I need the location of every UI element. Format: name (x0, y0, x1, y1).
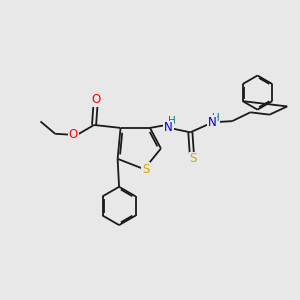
Text: H: H (212, 113, 220, 123)
Text: O: O (69, 128, 78, 141)
Text: S: S (190, 152, 197, 165)
Text: S: S (142, 163, 149, 176)
Text: N: N (208, 116, 217, 129)
Text: H: H (168, 116, 176, 126)
Text: N: N (164, 122, 173, 134)
Text: O: O (91, 93, 100, 106)
